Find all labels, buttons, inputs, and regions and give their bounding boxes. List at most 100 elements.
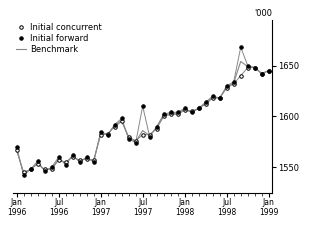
Initial concurrent (148, 133, 152, 136)
Initial forward (239, 46, 243, 49)
Initial concurrent (99, 133, 103, 136)
Initial forward (148, 135, 152, 138)
Benchmark (78, 160, 82, 163)
Initial concurrent (246, 66, 250, 69)
Initial forward (22, 174, 26, 177)
Initial concurrent (29, 168, 32, 171)
Initial forward (141, 105, 145, 108)
Initial forward (253, 66, 257, 69)
Initial forward (211, 95, 215, 98)
Initial forward (183, 107, 187, 110)
Benchmark (64, 162, 68, 165)
Benchmark (50, 167, 53, 170)
Legend: Initial concurrent, Initial forward, Benchmark: Initial concurrent, Initial forward, Ben… (15, 21, 103, 56)
Initial concurrent (190, 110, 194, 113)
Initial forward (190, 111, 194, 114)
Initial concurrent (218, 97, 222, 100)
Initial concurrent (57, 159, 61, 162)
Initial concurrent (120, 120, 124, 123)
Benchmark (92, 160, 96, 163)
Initial concurrent (50, 168, 53, 171)
Initial concurrent (239, 74, 243, 77)
Benchmark (204, 102, 208, 105)
Initial concurrent (106, 132, 110, 135)
Initial forward (260, 72, 264, 75)
Line: Initial concurrent: Initial concurrent (15, 66, 271, 174)
Initial concurrent (232, 82, 236, 85)
Benchmark (169, 112, 173, 115)
Initial forward (134, 141, 138, 144)
Initial forward (99, 130, 103, 133)
Initial concurrent (78, 159, 82, 162)
Benchmark (57, 158, 61, 161)
Initial forward (36, 160, 40, 163)
Initial forward (113, 123, 117, 126)
Initial concurrent (85, 158, 89, 161)
Initial forward (78, 161, 82, 164)
Initial forward (176, 111, 180, 114)
Benchmark (239, 60, 243, 63)
Benchmark (190, 111, 194, 114)
Initial concurrent (127, 135, 131, 138)
Initial forward (29, 168, 32, 171)
Benchmark (253, 66, 257, 69)
Initial forward (120, 117, 124, 120)
Initial forward (127, 137, 131, 140)
Initial forward (106, 133, 110, 136)
Initial concurrent (71, 156, 74, 159)
Benchmark (232, 81, 236, 84)
Initial forward (267, 69, 271, 72)
Initial concurrent (183, 109, 187, 112)
Benchmark (225, 85, 229, 88)
Benchmark (218, 97, 222, 100)
Benchmark (267, 69, 271, 72)
Benchmark (127, 136, 131, 139)
Initial concurrent (22, 171, 26, 174)
Initial forward (246, 64, 250, 67)
Initial forward (15, 145, 19, 148)
Benchmark (183, 108, 187, 111)
Benchmark (15, 148, 19, 151)
Initial forward (162, 113, 166, 116)
Initial concurrent (92, 159, 96, 162)
Benchmark (99, 132, 103, 135)
Initial forward (85, 156, 89, 159)
Initial concurrent (225, 86, 229, 89)
Initial forward (155, 125, 159, 128)
Initial concurrent (141, 133, 145, 136)
Line: Initial forward: Initial forward (15, 45, 271, 177)
Initial concurrent (169, 113, 173, 116)
Initial forward (57, 156, 61, 159)
Benchmark (155, 126, 159, 129)
Initial forward (43, 170, 47, 173)
Initial concurrent (155, 127, 159, 130)
Initial concurrent (197, 107, 201, 110)
Line: Benchmark: Benchmark (17, 62, 269, 173)
Initial forward (204, 101, 208, 104)
Benchmark (197, 107, 201, 110)
Benchmark (43, 169, 47, 172)
Initial concurrent (162, 115, 166, 118)
Benchmark (71, 155, 74, 158)
Benchmark (162, 114, 166, 117)
Initial concurrent (204, 103, 208, 106)
Benchmark (246, 65, 250, 68)
Benchmark (36, 162, 40, 165)
Initial concurrent (134, 139, 138, 142)
Initial forward (169, 111, 173, 114)
Initial forward (197, 107, 201, 110)
Initial forward (232, 80, 236, 83)
Benchmark (85, 157, 89, 160)
Initial concurrent (267, 69, 271, 72)
Benchmark (134, 140, 138, 143)
Initial forward (225, 84, 229, 87)
Benchmark (176, 112, 180, 115)
Benchmark (106, 133, 110, 136)
Initial concurrent (176, 113, 180, 116)
Initial concurrent (64, 161, 68, 164)
Initial forward (71, 154, 74, 157)
Initial concurrent (253, 66, 257, 69)
Initial forward (218, 97, 222, 100)
Initial concurrent (260, 72, 264, 75)
Initial forward (64, 164, 68, 167)
